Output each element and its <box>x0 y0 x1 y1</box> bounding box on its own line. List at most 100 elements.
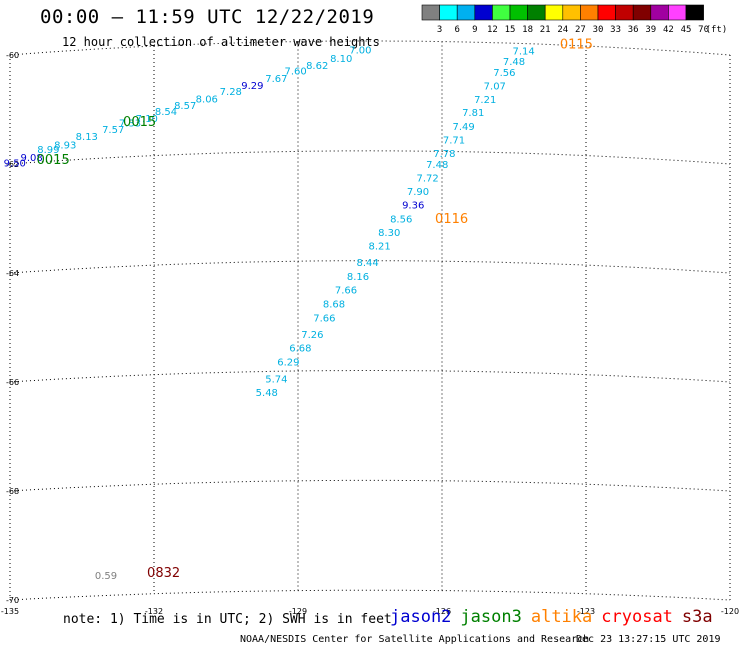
lat-tick-label: -66 <box>6 378 19 387</box>
pass-time-label: 0116 <box>435 212 468 227</box>
graticule <box>9 40 731 601</box>
lat-tick-label: -68 <box>6 487 19 496</box>
colorbar-label: 30 <box>593 25 604 35</box>
latitude-line <box>9 479 731 492</box>
lon-tick-label: -132 <box>145 607 163 616</box>
colorbar-label: 33 <box>610 25 621 35</box>
track-jason3: 9.509.088.998.938.13 7.577.337.108.548.57… <box>4 46 372 170</box>
wave-height-value: 7.81 <box>462 108 484 119</box>
lon-tick-label: -123 <box>577 607 595 616</box>
wave-height-value: 8.13 <box>76 132 98 143</box>
colorbar-label: 36 <box>628 25 639 35</box>
colorbar-label: 24 <box>557 25 568 35</box>
lon-tick-label: -120 <box>721 607 739 616</box>
wave-height-value: 7.67 <box>265 74 287 85</box>
wave-height-value: 5.48 <box>256 388 278 399</box>
footer-note: note: 1) Time is in UTC; 2) SWH is in fe… <box>63 612 392 627</box>
colorbar-label: 15 <box>505 25 516 35</box>
wave-height-value: 7.71 <box>443 135 465 146</box>
wave-height-value: 7.33 <box>119 119 141 130</box>
page-title: 00:00 — 11:59 UTC 12/22/2019 <box>40 6 375 28</box>
wave-height-value: 8.21 <box>368 242 390 253</box>
wave-height-colorbar: 3 6 9 12 15 18 21 24 27 30 33 36 39 42 45 70(ft) <box>421 4 728 35</box>
legend-item-altika: altika <box>530 607 593 627</box>
wave-height-value: 7.28 <box>220 87 242 98</box>
wave-height-value: 8.56 <box>390 214 412 225</box>
wave-height-value: 9.08 <box>20 153 42 164</box>
lon-tick-label: -126 <box>433 607 451 616</box>
pass-time-label: 0832 <box>147 566 180 581</box>
lat-tick-label: -60 <box>6 51 19 60</box>
wave-height-value: 8.10 <box>330 54 352 65</box>
lat-tick-label: -70 <box>6 596 19 605</box>
wave-height-value: 7.66 <box>335 286 357 297</box>
wave-height-value: 6.29 <box>277 358 299 369</box>
latitude-line <box>9 370 731 383</box>
wave-height-value: 7.14 <box>512 47 534 58</box>
wave-height-value: 7.78 <box>433 149 455 160</box>
latitude-line <box>9 40 731 56</box>
wave-height-value: 8.93 <box>54 140 76 151</box>
wave-height-value: 7.90 <box>407 187 429 198</box>
satellite-legend: jason2 jason3 altika cryosat s3a <box>390 607 722 627</box>
wave-height-value: 9.50 <box>4 158 26 169</box>
wave-height-value: 7.48 <box>503 57 525 68</box>
page-subtitle: 12 hour collection of altimeter wave hei… <box>62 35 380 49</box>
wave-height-value: 8.57 <box>174 101 196 112</box>
colorbar-unit: (ft) <box>706 25 728 35</box>
colorbar-label: 12 <box>487 25 498 35</box>
colorbar-label: 9 <box>472 25 477 35</box>
latitude-line <box>9 150 731 165</box>
legend-item-cryosat: cryosat <box>601 607 673 627</box>
colorbar-label: 70 <box>698 25 709 35</box>
wave-height-value: 7.00 <box>349 46 371 57</box>
colorbar-label: 39 <box>645 25 656 35</box>
wave-height-value: 7.60 <box>284 67 306 78</box>
lon-tick-label: -129 <box>289 607 307 616</box>
wave-height-value: 8.62 <box>306 61 328 72</box>
wave-height-value: 7.21 <box>474 95 496 106</box>
lon-tick-label: -135 <box>1 607 19 616</box>
latitude-line <box>9 589 731 601</box>
timestamp-text: Dec 23 13:27:15 UTC 2019 <box>576 634 721 645</box>
wave-height-value: 8.16 <box>347 272 369 283</box>
colorbar-label: 3 <box>437 25 442 35</box>
wave-height-value: 7.57 <box>102 125 124 136</box>
wave-height-value: 8.06 <box>196 95 218 106</box>
wave-height-value: 7.07 <box>484 81 506 92</box>
wave-height-value: 8.68 <box>323 299 345 310</box>
colorbar-label: 42 <box>663 25 674 35</box>
wave-height-value: 7.56 <box>493 68 515 79</box>
wave-height-value: 6.68 <box>289 344 311 355</box>
wave-height-value: 8.54 <box>155 107 177 118</box>
colorbar-label: 18 <box>522 25 533 35</box>
pass-time-label: 0115 <box>560 37 593 52</box>
legend-item-jason3: jason3 <box>460 607 522 627</box>
legend-item-s3a: s3a <box>681 607 713 627</box>
lat-tick-label: -62 <box>6 160 19 169</box>
pass-time-label: 0015 <box>37 153 70 168</box>
lat-tick-label: -64 <box>6 269 19 278</box>
wave-height-value: 8.30 <box>378 228 400 239</box>
wave-height-value: 5.74 <box>265 374 287 385</box>
colorbar-label: 21 <box>540 25 551 35</box>
credit-text: NOAA/NESDIS Center for Satellite Applica… <box>240 634 590 645</box>
track-cryosat: 0.59 0832 <box>95 566 180 582</box>
colorbar-label: 45 <box>681 25 692 35</box>
pass-time-label: 0015 <box>123 115 156 130</box>
wave-height-value: 7.49 <box>452 122 474 133</box>
wave-height-value: 9.36 <box>402 201 424 212</box>
colorbar-label: 27 <box>575 25 586 35</box>
wave-height-value: 7.26 <box>301 330 323 341</box>
legend-item-jason2: jason2 <box>390 607 452 627</box>
wave-height-value: 0.59 <box>95 571 117 582</box>
wave-height-value: 7.66 <box>313 313 335 324</box>
latitude-line <box>9 260 731 274</box>
wave-height-value: 8.44 <box>356 258 378 269</box>
colorbar-label: 6 <box>454 25 459 35</box>
wave-height-value: 9.29 <box>241 81 263 92</box>
wave-height-value: 8.99 <box>37 145 59 156</box>
wave-height-value: 7.10 <box>136 114 158 125</box>
